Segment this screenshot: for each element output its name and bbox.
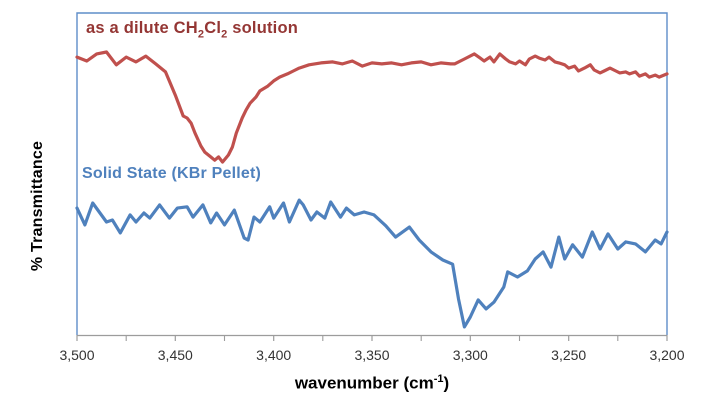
x-tick-label: 3,350	[354, 347, 389, 363]
x-tick-label: 3,300	[453, 347, 488, 363]
x-tick-label: 3,400	[256, 347, 291, 363]
plot-border	[76, 12, 668, 335]
series-label-solution-post: solution	[227, 19, 299, 37]
x-tick-label: 3,250	[551, 347, 586, 363]
series-label-solid-state: Solid State (KBr Pellet)	[82, 165, 262, 182]
trace-solution	[75, 50, 669, 164]
x-tick-label: 3,500	[59, 347, 94, 363]
x-axis-title-exponent: -1	[433, 373, 444, 385]
x-axis-title-close: )	[443, 373, 450, 393]
trace-solid-state	[75, 198, 669, 329]
y-axis-title: % Transmittance	[29, 140, 46, 272]
x-tick-label: 3,200	[649, 347, 684, 363]
series-label-solution-sub1: 2	[197, 28, 205, 41]
series-label-solution: as a dilute CH2Cl2 solution	[86, 19, 298, 40]
series-label-solution-mid: Cl	[204, 19, 222, 37]
x-tick-label: 3,450	[158, 347, 193, 363]
series-label-solution-pre: as a dilute CH	[86, 19, 198, 37]
x-axis-title-text: wavenumber (cm	[294, 373, 434, 393]
x-axis-title: wavenumber (cm-1)	[77, 373, 667, 394]
series-label-solution-sub2: 2	[221, 28, 228, 41]
